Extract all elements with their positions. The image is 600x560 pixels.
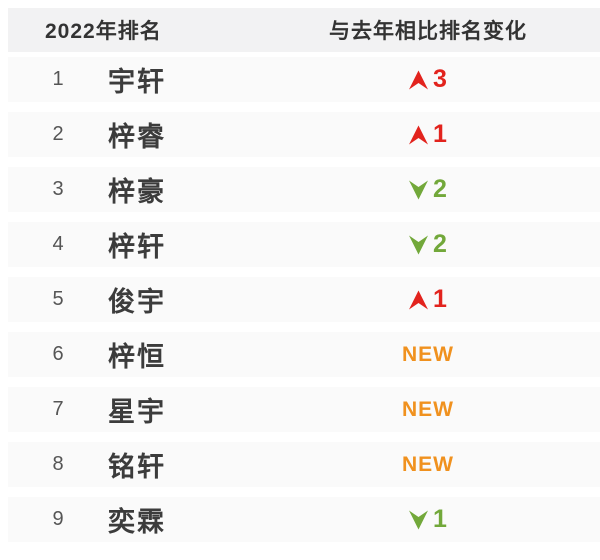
change-indicator: NEW bbox=[318, 454, 538, 475]
change-indicator: 1 bbox=[318, 122, 538, 147]
change-indicator: 1 bbox=[318, 287, 538, 312]
name-text: 奕霖 bbox=[108, 507, 166, 537]
change-value: 1 bbox=[433, 285, 447, 313]
change-indicator: 1 bbox=[318, 507, 538, 532]
change-value: 2 bbox=[433, 230, 447, 258]
name-text: 梓豪 bbox=[108, 177, 166, 207]
change-indicator: 2 bbox=[318, 232, 538, 257]
ranking-table: 2022年排名 与去年相比排名变化 1 宇轩 3 2 梓睿 1 bbox=[8, 8, 600, 542]
arrow-down-icon bbox=[409, 180, 429, 199]
name-text: 梓恒 bbox=[108, 342, 166, 372]
change-value: 1 bbox=[433, 505, 447, 533]
rank-number: 5 bbox=[52, 288, 64, 310]
rank-number: 9 bbox=[52, 508, 64, 530]
change-value: 3 bbox=[433, 65, 447, 93]
table-row: 4 梓轩 2 bbox=[8, 222, 600, 267]
rank-number: 7 bbox=[52, 398, 64, 420]
table-body: 1 宇轩 3 2 梓睿 1 3 梓豪 bbox=[8, 57, 600, 542]
table-row: 6 梓恒 NEW bbox=[8, 332, 600, 377]
header-rank-label: 2022年排名 bbox=[45, 20, 162, 43]
arrow-up-icon bbox=[409, 70, 429, 89]
header-change-label: 与去年相比排名变化 bbox=[329, 20, 527, 43]
change-value: 1 bbox=[433, 120, 447, 148]
change-value: 2 bbox=[433, 175, 447, 203]
rank-number: 8 bbox=[52, 453, 64, 475]
arrow-down-icon bbox=[409, 235, 429, 254]
name-text: 梓睿 bbox=[108, 122, 166, 152]
name-text: 星宇 bbox=[108, 397, 166, 427]
arrow-down-icon bbox=[409, 510, 429, 529]
rank-number: 6 bbox=[52, 343, 64, 365]
table-row: 8 铭轩 NEW bbox=[8, 442, 600, 487]
table-row: 1 宇轩 3 bbox=[8, 57, 600, 102]
change-indicator: 3 bbox=[318, 67, 538, 92]
table-row: 7 星宇 NEW bbox=[8, 387, 600, 432]
change-value: NEW bbox=[402, 398, 454, 421]
rank-number: 4 bbox=[52, 233, 64, 255]
change-indicator: NEW bbox=[318, 399, 538, 420]
rank-number: 2 bbox=[52, 123, 64, 145]
table-row: 9 奕霖 1 bbox=[8, 497, 600, 542]
table-row: 2 梓睿 1 bbox=[8, 112, 600, 157]
name-text: 铭轩 bbox=[108, 452, 166, 482]
arrow-up-icon bbox=[409, 290, 429, 309]
change-value: NEW bbox=[402, 453, 454, 476]
table-row: 5 俊宇 1 bbox=[8, 277, 600, 322]
rank-number: 3 bbox=[52, 178, 64, 200]
change-indicator: 2 bbox=[318, 177, 538, 202]
change-indicator: NEW bbox=[318, 344, 538, 365]
name-text: 梓轩 bbox=[108, 232, 166, 262]
arrow-up-icon bbox=[409, 125, 429, 144]
name-text: 宇轩 bbox=[108, 67, 166, 97]
table-row: 3 梓豪 2 bbox=[8, 167, 600, 212]
name-text: 俊宇 bbox=[108, 287, 166, 317]
table-header: 2022年排名 与去年相比排名变化 bbox=[8, 8, 600, 52]
rank-number: 1 bbox=[52, 68, 64, 90]
change-value: NEW bbox=[402, 343, 454, 366]
